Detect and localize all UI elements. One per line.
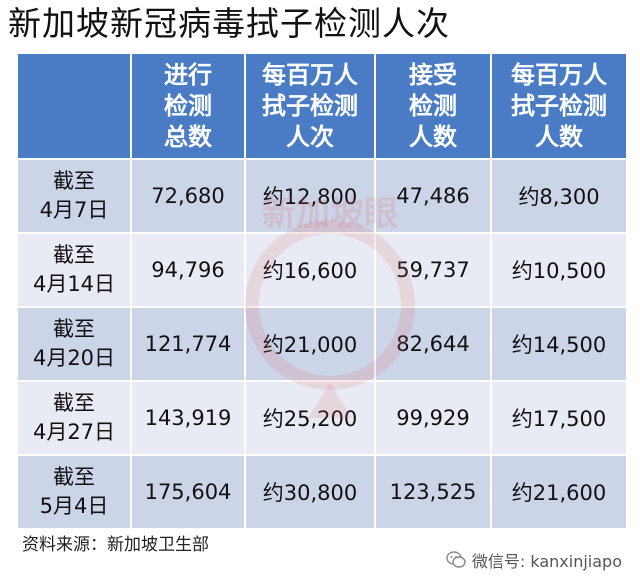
table-cell: 175,604 [130, 454, 246, 530]
date-value: 4月7日 [39, 198, 109, 222]
table-cell: 约25,200 [244, 380, 376, 456]
header-line: 人数 [535, 122, 583, 151]
table-cell: 72,680 [130, 158, 246, 234]
header-cell-total-tests: 进行 检测 总数 [130, 52, 246, 160]
date-prefix: 截至 [53, 391, 95, 415]
date-cell: 截至 4月27日 [16, 380, 132, 456]
table-cell: 47,486 [374, 158, 492, 234]
table-cell: 94,796 [130, 232, 246, 308]
date-prefix: 截至 [53, 317, 95, 341]
table-cell: 82,644 [374, 306, 492, 382]
header-line: 人次 [286, 122, 334, 151]
table-cell: 约14,500 [490, 306, 628, 382]
table-row: 截至 5月4日 175,604 约30,800 123,525 约21,600 [16, 454, 628, 530]
date-cell: 截至 5月4日 [16, 454, 132, 530]
header-line: 每百万人 [262, 60, 358, 89]
date-prefix: 截至 [53, 169, 95, 193]
header-line: 总数 [164, 122, 212, 151]
table-cell: 约21,600 [490, 454, 628, 530]
table-cell: 123,525 [374, 454, 492, 530]
table-cell: 约30,800 [244, 454, 376, 530]
data-table: 进行 检测 总数 每百万人 拭子检测 人次 接受 检测 人数 每百万人 拭子检测… [16, 52, 628, 530]
date-cell: 截至 4月14日 [16, 232, 132, 308]
table-row: 截至 4月7日 72,680 约12,800 47,486 约8,300 [16, 158, 628, 234]
header-line: 进行 [164, 60, 212, 89]
date-value: 4月27日 [32, 420, 116, 444]
source-note: 资料来源：新加坡卫生部 [22, 535, 209, 555]
header-line: 检测 [409, 91, 457, 120]
date-cell: 截至 4月7日 [16, 158, 132, 234]
header-cell-people-per-million: 每百万人 拭子检测 人数 [490, 52, 628, 160]
table-cell: 约17,500 [490, 380, 628, 456]
table-row: 截至 4月14日 94,796 约16,600 59,737 约10,500 [16, 232, 628, 308]
header-line: 拭子检测 [511, 91, 607, 120]
table-row: 截至 4月20日 121,774 约21,000 82,644 约14,500 [16, 306, 628, 382]
date-value: 4月14日 [32, 272, 116, 296]
table-cell: 约10,500 [490, 232, 628, 308]
wechat-credit: 微信号: kanxinjiapo [446, 548, 622, 572]
date-value: 5月4日 [39, 494, 109, 518]
date-value: 4月20日 [32, 346, 116, 370]
date-prefix: 截至 [53, 243, 95, 267]
table-cell: 59,737 [374, 232, 492, 308]
date-cell: 截至 4月20日 [16, 306, 132, 382]
table-cell: 约16,600 [244, 232, 376, 308]
header-line: 拭子检测 [262, 91, 358, 120]
credit-text: 微信号: kanxinjiapo [471, 552, 622, 571]
table-row: 截至 4月27日 143,919 约25,200 99,929 约17,500 [16, 380, 628, 456]
date-prefix: 截至 [53, 465, 95, 489]
header-corner-cell [16, 52, 132, 160]
header-line: 检测 [164, 91, 212, 120]
header-line: 接受 [409, 60, 457, 89]
table-cell: 约12,800 [244, 158, 376, 234]
page-title: 新加坡新冠病毒拭子检测人次 [8, 4, 450, 43]
header-cell-tests-per-million: 每百万人 拭子检测 人次 [244, 52, 376, 160]
wechat-icon [446, 551, 466, 568]
table-header-row: 进行 检测 总数 每百万人 拭子检测 人次 接受 检测 人数 每百万人 拭子检测… [16, 52, 628, 160]
header-line: 人数 [409, 122, 457, 151]
header-line: 每百万人 [511, 60, 607, 89]
header-cell-people-tested: 接受 检测 人数 [374, 52, 492, 160]
table-cell: 约8,300 [490, 158, 628, 234]
table-cell: 约21,000 [244, 306, 376, 382]
table-cell: 121,774 [130, 306, 246, 382]
table-cell: 143,919 [130, 380, 246, 456]
table-cell: 99,929 [374, 380, 492, 456]
